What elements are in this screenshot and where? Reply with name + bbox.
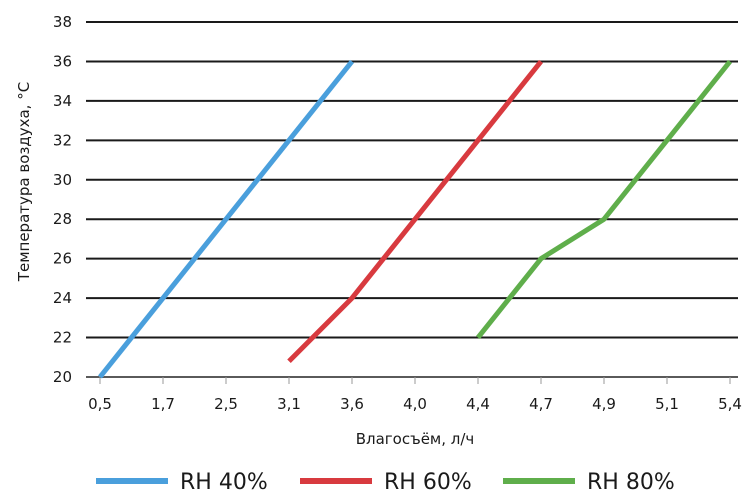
- y-axis-title: Температура воздуха, °C: [15, 82, 33, 282]
- y-tick-label: 32: [53, 131, 72, 149]
- y-tick-label: 24: [53, 289, 72, 307]
- x-tick-label: 4,9: [592, 395, 616, 413]
- x-tick-label: 2,5: [214, 395, 238, 413]
- legend-label-2: RH 60%: [384, 470, 472, 495]
- x-tick-label: 5,1: [655, 395, 679, 413]
- axes: 20 22 24 26 28 30 32 34 36 38 0,5 1,7 2,5 3,1 3,6 4,0 4,…: [53, 13, 742, 413]
- x-axis-title: Влагосъём, л/ч: [356, 430, 475, 448]
- x-tick-label: 1,7: [151, 395, 175, 413]
- series-lines: [98, 59, 732, 379]
- x-tick-label: 5,4: [718, 395, 742, 413]
- series-line-2: [287, 59, 543, 363]
- x-tick-label: 3,6: [340, 395, 364, 413]
- x-tick-label: 0,5: [88, 395, 112, 413]
- y-tick-label: 26: [53, 250, 72, 268]
- legend-label-1: RH 40%: [180, 470, 268, 495]
- grid-lines: [86, 21, 738, 378]
- y-tick-label: 38: [53, 13, 72, 31]
- y-tick-label: 22: [53, 329, 72, 347]
- legend-label-3: RH 80%: [587, 470, 675, 495]
- x-tick-label: 4,4: [466, 395, 490, 413]
- y-tick-label: 34: [53, 92, 72, 110]
- legend: RH 40% RH 60% RH 80%: [96, 470, 675, 495]
- y-tick-label: 28: [53, 210, 72, 228]
- y-tick-label: 20: [53, 368, 72, 386]
- x-tick-label: 4,7: [529, 395, 553, 413]
- y-tick-label: 30: [53, 171, 72, 189]
- y-tick-label: 36: [53, 52, 72, 70]
- x-tick-label: 3,1: [277, 395, 301, 413]
- series-line-3: [476, 59, 732, 340]
- series-line-1: [98, 59, 354, 379]
- x-tick-label: 4,0: [403, 395, 427, 413]
